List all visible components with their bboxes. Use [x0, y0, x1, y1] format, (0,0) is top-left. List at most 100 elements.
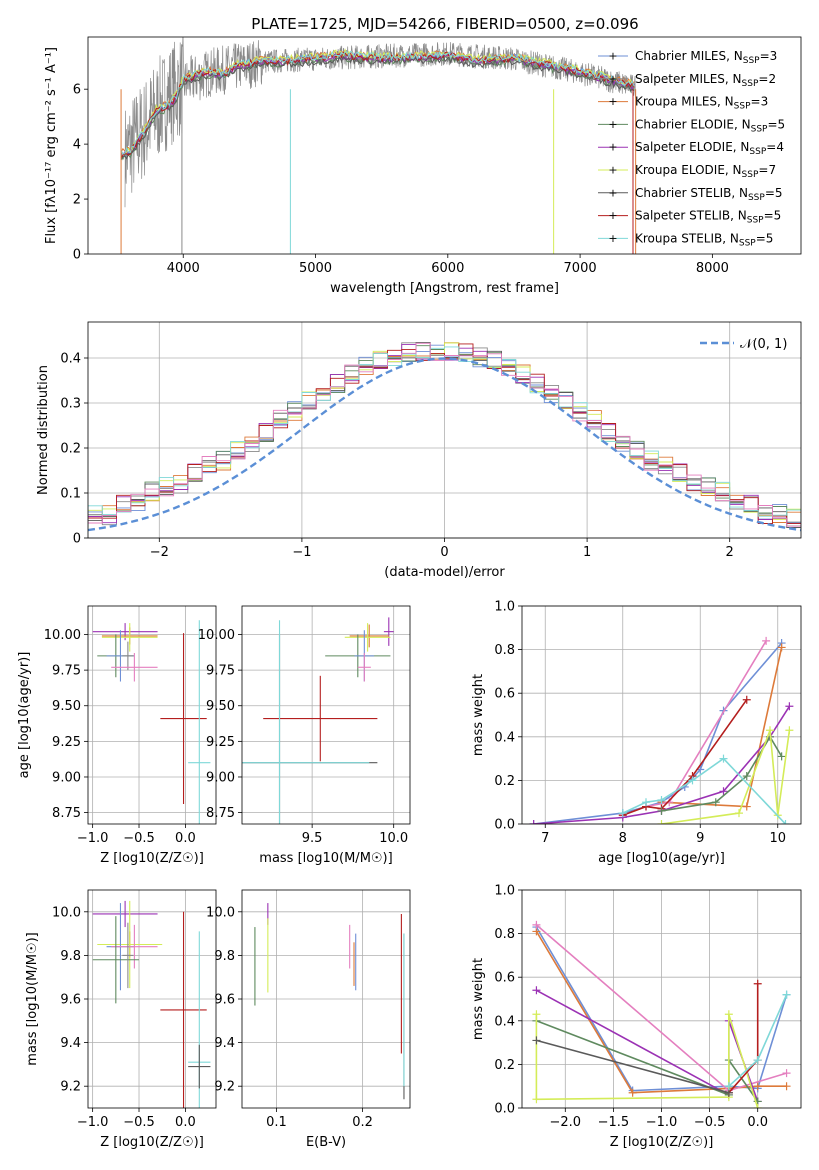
series-line: [536, 1039, 730, 1094]
x-axis-label: (data-model)/error: [384, 565, 505, 580]
series-point: [735, 809, 743, 818]
legend-label: Kroupa STELIB, NSSP=5: [635, 231, 773, 248]
panel-spectrum: 4000 5000 6000 7000 8000 0 2 4 6 wavelength [Angs…: [44, 36, 802, 296]
x-tick-label: −0.5: [123, 1115, 155, 1130]
legend-value: =3: [760, 49, 778, 63]
panel-mass_vs_EBV: 0.1 0.2 9.2 9.4 9.6 9.8 10.0 E(B-V): [206, 889, 411, 1150]
legend-marker: +: [608, 50, 617, 63]
legend-subscript: SSP: [751, 124, 768, 134]
legend-subscript: SSP: [742, 79, 759, 89]
series-point: [532, 1036, 541, 1045]
y-tick-label: 0.4: [494, 730, 515, 745]
y-tick-label: 0.3: [60, 397, 81, 412]
series-point: [532, 920, 541, 929]
series-point: [711, 798, 720, 807]
legend-marker: +: [608, 141, 617, 154]
series-point: [766, 726, 774, 735]
series-point: [777, 643, 786, 652]
y-tick-label: 9.6: [214, 993, 235, 1008]
y-tick-label: 9.8: [60, 949, 81, 964]
plot-area-mass_vs_Z: [92, 900, 211, 1108]
y-tick-label: 9.25: [206, 735, 235, 750]
legend-label: Salpeter STELIB, NSSP=5: [635, 209, 781, 226]
legend-subscript: SSP: [747, 216, 764, 226]
axes-frame: [521, 605, 802, 825]
legend-value: =5: [767, 117, 785, 131]
panel-weight_vs_age: 7 8 9 10 0.0 0.2 0.4 0.6 0.8 1.0 age [log10(age/yr…: [471, 600, 802, 866]
y-axis-label: Flux [fλ10⁻¹⁷ erg cm⁻² s⁻¹ A⁻¹]: [44, 47, 59, 244]
x-tick-label: −0.5: [694, 1115, 726, 1130]
series-point: [782, 1082, 791, 1091]
model-spectrum-line: [120, 51, 635, 158]
legend-subscript: SSP: [734, 102, 751, 112]
y-tick-label: 0.6: [494, 687, 515, 702]
y-tick-label: 9.4: [214, 1036, 235, 1051]
y-tick-label: 9.8: [214, 949, 235, 964]
y-tick-label: 10.0: [206, 905, 235, 920]
y-tick-label: 9.2: [60, 1080, 81, 1095]
y-tick-label: 9.75: [52, 664, 81, 679]
model-spectrum-line: [120, 55, 635, 161]
series-point: [657, 820, 666, 824]
series-point: [753, 1104, 762, 1108]
plot-area-mass_vs_EBV: [254, 903, 405, 1100]
legend-marker: +: [608, 164, 617, 177]
y-tick-label: 8.75: [52, 806, 81, 821]
x-tick-label: 7000: [564, 261, 597, 276]
legend-value: =5: [765, 186, 783, 200]
x-tick-label: 4000: [167, 261, 200, 276]
gaussian-curve: [88, 357, 801, 532]
y-tick-label: 10.00: [44, 628, 81, 643]
x-tick-label: −1.5: [598, 1115, 630, 1130]
y-tick-label: 6: [73, 83, 81, 98]
y-tick-label: 0.6: [494, 971, 515, 986]
axes-frame: [241, 605, 411, 825]
panel-age_vs_Z: −1.0 −0.5 0.0 8.75 9.00 9.25 9.50 9.75 10.00 Z [l…: [17, 605, 217, 866]
plot-area-residuals: [88, 342, 801, 533]
x-tick-label: 8000: [696, 261, 729, 276]
x-tick-label: 9.5: [302, 831, 323, 846]
x-axis-label: age [log10(age/yr)]: [598, 851, 725, 866]
y-tick-label: 0.4: [60, 352, 81, 367]
legend-subscript: SSP: [749, 147, 766, 157]
y-tick-label: 10.0: [52, 905, 81, 920]
x-tick-label: 0: [440, 545, 448, 560]
series-point: [742, 695, 751, 704]
y-axis-label: Normed distribution: [36, 365, 51, 495]
series-point: [657, 796, 666, 805]
y-axis-label: age [log10(age/yr)]: [17, 652, 32, 779]
y-tick-label: 0.2: [494, 774, 515, 789]
series-point: [742, 772, 751, 781]
plots-layer: 4000 5000 6000 7000 8000 0 2 4 6 wavelength [Angs…: [17, 36, 802, 1150]
histogram-step: [88, 346, 801, 533]
y-tick-label: 9.50: [52, 699, 81, 714]
y-tick-label: 9.2: [214, 1080, 235, 1095]
y-axis-label: mass weight: [471, 958, 486, 1040]
x-axis-label: Z [log10(Z/Z☉)]: [610, 1135, 714, 1150]
x-axis-label: E(B-V): [306, 1135, 346, 1150]
y-tick-label: 0: [73, 532, 81, 547]
legend-value: =5: [764, 209, 782, 223]
series-point: [724, 1010, 733, 1019]
y-tick-label: 0: [73, 248, 81, 263]
series-point: [742, 802, 751, 811]
legend-marker: +: [608, 186, 617, 199]
x-tick-label: 10: [769, 831, 786, 846]
legend-subscript: SSP: [748, 193, 765, 203]
x-tick-label: −0.5: [123, 831, 155, 846]
series-point: [532, 1095, 541, 1104]
x-axis-label: mass [log10(M/M☉)]: [259, 851, 392, 866]
series-point: [719, 754, 728, 763]
model-spectrum-line: [120, 48, 635, 155]
series-point: [785, 702, 794, 711]
x-tick-label: 6000: [431, 261, 464, 276]
x-tick-label: 0.1: [266, 1115, 287, 1130]
y-tick-label: 9.00: [52, 770, 81, 785]
y-tick-label: 0.2: [60, 442, 81, 457]
legend-marker: +: [608, 95, 617, 108]
x-tick-label: 2: [726, 545, 734, 560]
legend-label: Kroupa ELODIE, NSSP=7: [635, 163, 776, 180]
x-tick-label: −1.0: [646, 1115, 678, 1130]
